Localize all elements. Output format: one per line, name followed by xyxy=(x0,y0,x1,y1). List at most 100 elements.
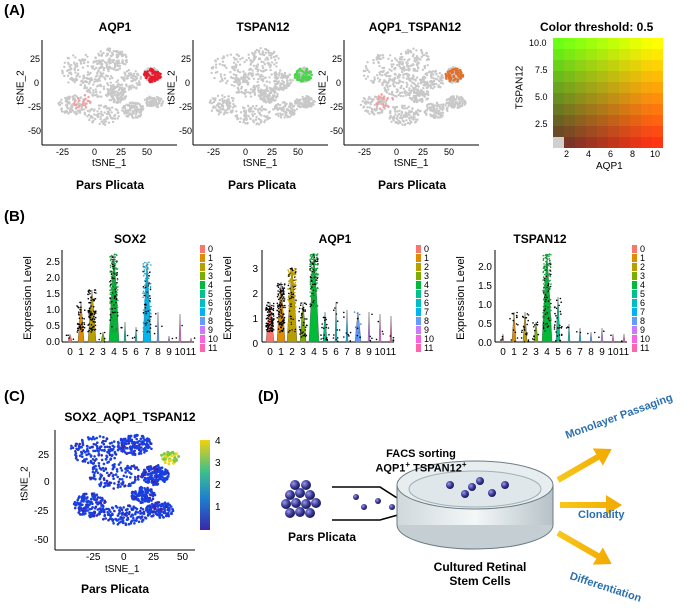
panel-a-tsne-plots xyxy=(41,40,479,146)
color-tick: 3 xyxy=(215,458,221,469)
y-tick: 3 xyxy=(252,264,258,275)
svg-text:7: 7 xyxy=(344,347,350,358)
y-tick: -50 xyxy=(28,126,42,136)
x-tick: -25 xyxy=(358,147,372,157)
svg-text:3: 3 xyxy=(300,347,306,358)
tsne-title-tspan12: TSPAN12 xyxy=(236,20,290,34)
y-axis-label: tSNE_2 xyxy=(15,70,27,105)
svg-text:0: 0 xyxy=(67,347,73,358)
svg-text:9: 9 xyxy=(366,347,372,358)
sox2-y-ticks: 2.5 2.0 1.5 1.0 0.5 0.0 xyxy=(42,255,60,351)
svg-text:0: 0 xyxy=(500,347,506,358)
y-tick: 0.0 xyxy=(46,337,60,348)
facs-marker-aqp1: AQP1 xyxy=(375,462,406,475)
color-tick: 1 xyxy=(215,502,221,513)
tspan-y-ticks: 2.0 1.5 1.0 0.5 0.0 xyxy=(474,258,492,353)
x-tick: 25 xyxy=(267,147,278,157)
svg-text:3: 3 xyxy=(100,347,106,358)
y-tick: 1.0 xyxy=(46,305,60,316)
color-scale-bar xyxy=(200,440,210,530)
y-tick: -50 xyxy=(330,126,344,136)
panel-c-y-label: tSNE_2 xyxy=(19,466,31,501)
facs-line2: AQP1+ TSPAN12+ xyxy=(366,460,476,475)
x-tick: -25 xyxy=(56,147,70,157)
color-tick: 4 xyxy=(215,436,221,447)
svg-text:11: 11 xyxy=(186,347,197,358)
y-tick: -50 xyxy=(34,535,49,546)
svg-text:3: 3 xyxy=(533,347,539,358)
y-tick: 1 xyxy=(252,314,258,325)
y-tick: -25 xyxy=(179,102,193,112)
y-tick: -25 xyxy=(34,506,49,517)
dish-label: Cultured Retinal Stem Cells xyxy=(420,560,540,588)
panel-d-schematic xyxy=(281,448,622,565)
x-axis-label: tSNE_1 xyxy=(92,158,127,169)
svg-text:4: 4 xyxy=(111,347,117,358)
y-tick: 1.5 xyxy=(478,281,492,292)
tsne-plot-tspan12 xyxy=(192,40,328,146)
violin-title-aqp1: AQP1 xyxy=(318,232,352,246)
sorted-cells xyxy=(353,494,395,510)
svg-text:9: 9 xyxy=(166,347,172,358)
threshold-x-label: AQP1 xyxy=(596,161,623,172)
svg-text:9: 9 xyxy=(599,347,605,358)
y-tick: -25 xyxy=(28,102,42,112)
x-axis-label: tSNE_1 xyxy=(243,158,278,169)
svg-text:5: 5 xyxy=(122,347,128,358)
tsne-axes-aqp1-tspan12: tSNE_2 25 0 -25 -50 -25 0 25 50 tSNE_1 xyxy=(318,30,498,190)
y-tick: 0.5 xyxy=(46,321,60,332)
x-tick: -25 xyxy=(86,552,101,563)
threshold-x-tick: 4 xyxy=(586,149,592,159)
x-tick: 25 xyxy=(418,147,429,157)
y-tick: 0 xyxy=(185,78,191,88)
x-tick: 0 xyxy=(243,147,249,157)
y-tick: 0 xyxy=(34,78,40,88)
arrow-clonality xyxy=(560,495,622,515)
svg-text:2: 2 xyxy=(522,347,528,358)
svg-text:4: 4 xyxy=(311,347,317,358)
svg-text:11: 11 xyxy=(640,343,649,353)
svg-text:10: 10 xyxy=(374,347,386,358)
x-tick: 0 xyxy=(394,147,400,157)
svg-text:4: 4 xyxy=(544,347,550,358)
svg-text:8: 8 xyxy=(588,347,594,358)
y-tick: 25 xyxy=(332,54,343,64)
x-tick: -25 xyxy=(207,147,221,157)
x-tick: 50 xyxy=(444,147,455,157)
panel-c-x-label: tSNE_1 xyxy=(105,564,140,575)
panel-d-label: (D) xyxy=(258,388,279,405)
svg-text:7: 7 xyxy=(144,347,150,358)
x-axis-label: tSNE_1 xyxy=(394,158,429,169)
svg-text:1: 1 xyxy=(511,347,517,358)
threshold-x-tick: 8 xyxy=(630,149,636,159)
threshold-y-tick: 10.0 xyxy=(529,38,547,48)
threshold-x-tick: 6 xyxy=(608,149,614,159)
threshold-x-tick: 10 xyxy=(650,149,661,159)
y-tick: 1.5 xyxy=(46,289,60,300)
svg-text:7: 7 xyxy=(577,347,583,358)
y-tick: 2.0 xyxy=(478,262,492,273)
y-tick: 1.0 xyxy=(478,300,492,311)
subtitle-aqp1-tspan12: Pars Plicata xyxy=(377,178,447,192)
threshold-grid xyxy=(553,38,663,148)
x-tick: 25 xyxy=(116,147,127,157)
sup-plus: + xyxy=(461,460,467,469)
tsne-plot-aqp1-tspan12 xyxy=(343,40,479,146)
panel-c-subtitle: Pars Plicata xyxy=(80,582,150,596)
svg-text:10: 10 xyxy=(607,347,619,358)
panel-c-label: (C) xyxy=(4,388,25,405)
arrow-differentiation xyxy=(556,530,612,565)
panel-c-title: SOX2_AQP1_TSPAN12 xyxy=(64,410,196,424)
y-axis-label: tSNE_2 xyxy=(166,70,178,105)
y-tick: 0 xyxy=(336,78,342,88)
y-tick: 0 xyxy=(44,477,50,488)
arrow-monolayer xyxy=(556,448,612,483)
x-tick: 50 xyxy=(293,147,304,157)
y-tick: 2.5 xyxy=(46,257,60,268)
violin-title-sox2: SOX2 xyxy=(113,232,146,246)
petri-dish xyxy=(396,460,554,550)
color-tick: 2 xyxy=(215,480,221,491)
